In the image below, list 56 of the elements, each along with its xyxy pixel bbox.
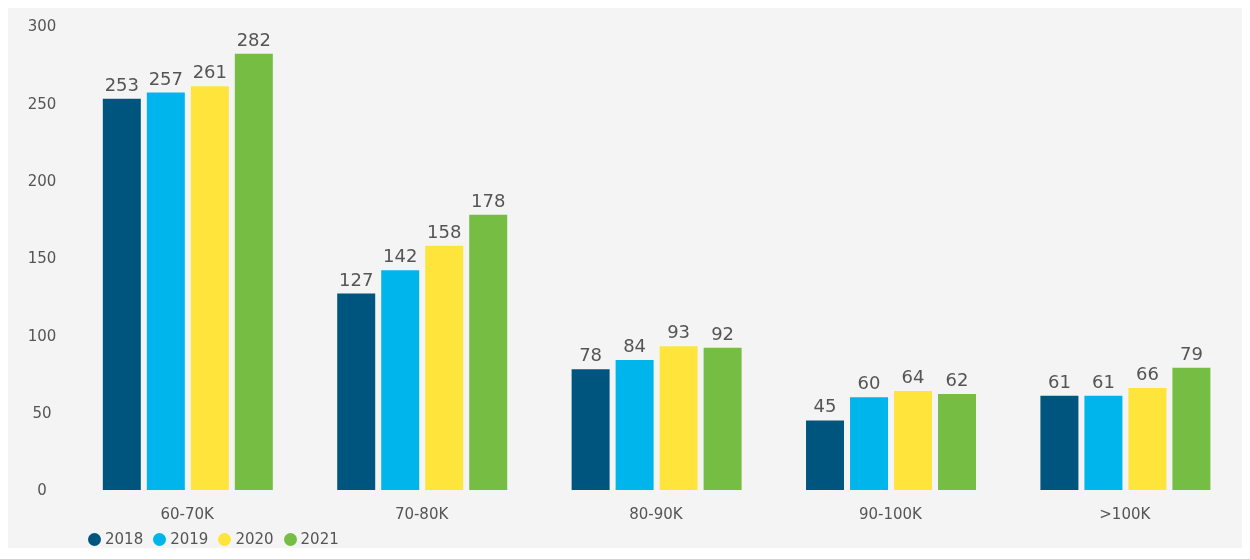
y-tick-label: 50 [32, 403, 52, 422]
bar [571, 369, 610, 490]
bar [337, 293, 376, 490]
data-label: 60 [857, 372, 881, 394]
y-tick-label: 150 [27, 249, 57, 268]
bar [146, 92, 185, 490]
data-label: 282 [236, 28, 271, 50]
bar [659, 346, 698, 490]
legend-label: 2020 [235, 530, 274, 548]
data-label: 158 [427, 220, 462, 242]
y-tick-label: 250 [27, 94, 57, 113]
x-tick-label: 90-100K [858, 504, 924, 523]
bar [850, 397, 889, 490]
bar [102, 98, 141, 490]
legend-label: 2021 [300, 530, 339, 548]
y-tick-label: 0 [37, 481, 47, 500]
x-tick-label: 80-90K [629, 504, 684, 523]
data-label: 261 [192, 61, 227, 83]
y-tick-label: 300 [27, 17, 57, 36]
y-tick-label: 200 [27, 171, 57, 190]
data-label: 253 [104, 73, 139, 95]
data-label: 93 [667, 321, 691, 343]
data-label: 62 [945, 369, 969, 391]
bar [190, 86, 229, 490]
data-label: 257 [148, 67, 183, 89]
y-tick-label: 100 [27, 326, 57, 345]
data-label: 92 [711, 322, 735, 344]
data-label: 78 [579, 344, 603, 366]
data-label: 66 [1135, 362, 1159, 384]
bar [234, 53, 273, 490]
x-tick-label: >100K [1099, 504, 1152, 523]
data-label: 142 [383, 245, 418, 267]
data-label: 127 [339, 268, 374, 290]
bar [1172, 367, 1211, 490]
bar [425, 245, 464, 490]
legend-label: 2019 [170, 530, 209, 548]
bar [894, 391, 933, 490]
bar [938, 394, 977, 490]
data-label: 61 [1091, 370, 1115, 392]
data-label: 178 [471, 189, 506, 211]
bar [1084, 395, 1123, 490]
bar [806, 420, 845, 490]
bar [1128, 387, 1167, 490]
data-label: 64 [901, 366, 925, 388]
data-label: 45 [813, 395, 837, 417]
x-tick-label: 60-70K [160, 504, 216, 523]
bar [469, 214, 508, 490]
bar [381, 270, 420, 490]
data-label: 79 [1179, 342, 1203, 364]
data-label: 61 [1047, 370, 1071, 392]
legend-label: 2018 [105, 530, 144, 548]
bar [1040, 395, 1079, 490]
bar [615, 360, 654, 490]
x-tick-label: 70-80K [394, 504, 450, 523]
bar [703, 347, 742, 490]
data-label: 84 [623, 335, 647, 357]
